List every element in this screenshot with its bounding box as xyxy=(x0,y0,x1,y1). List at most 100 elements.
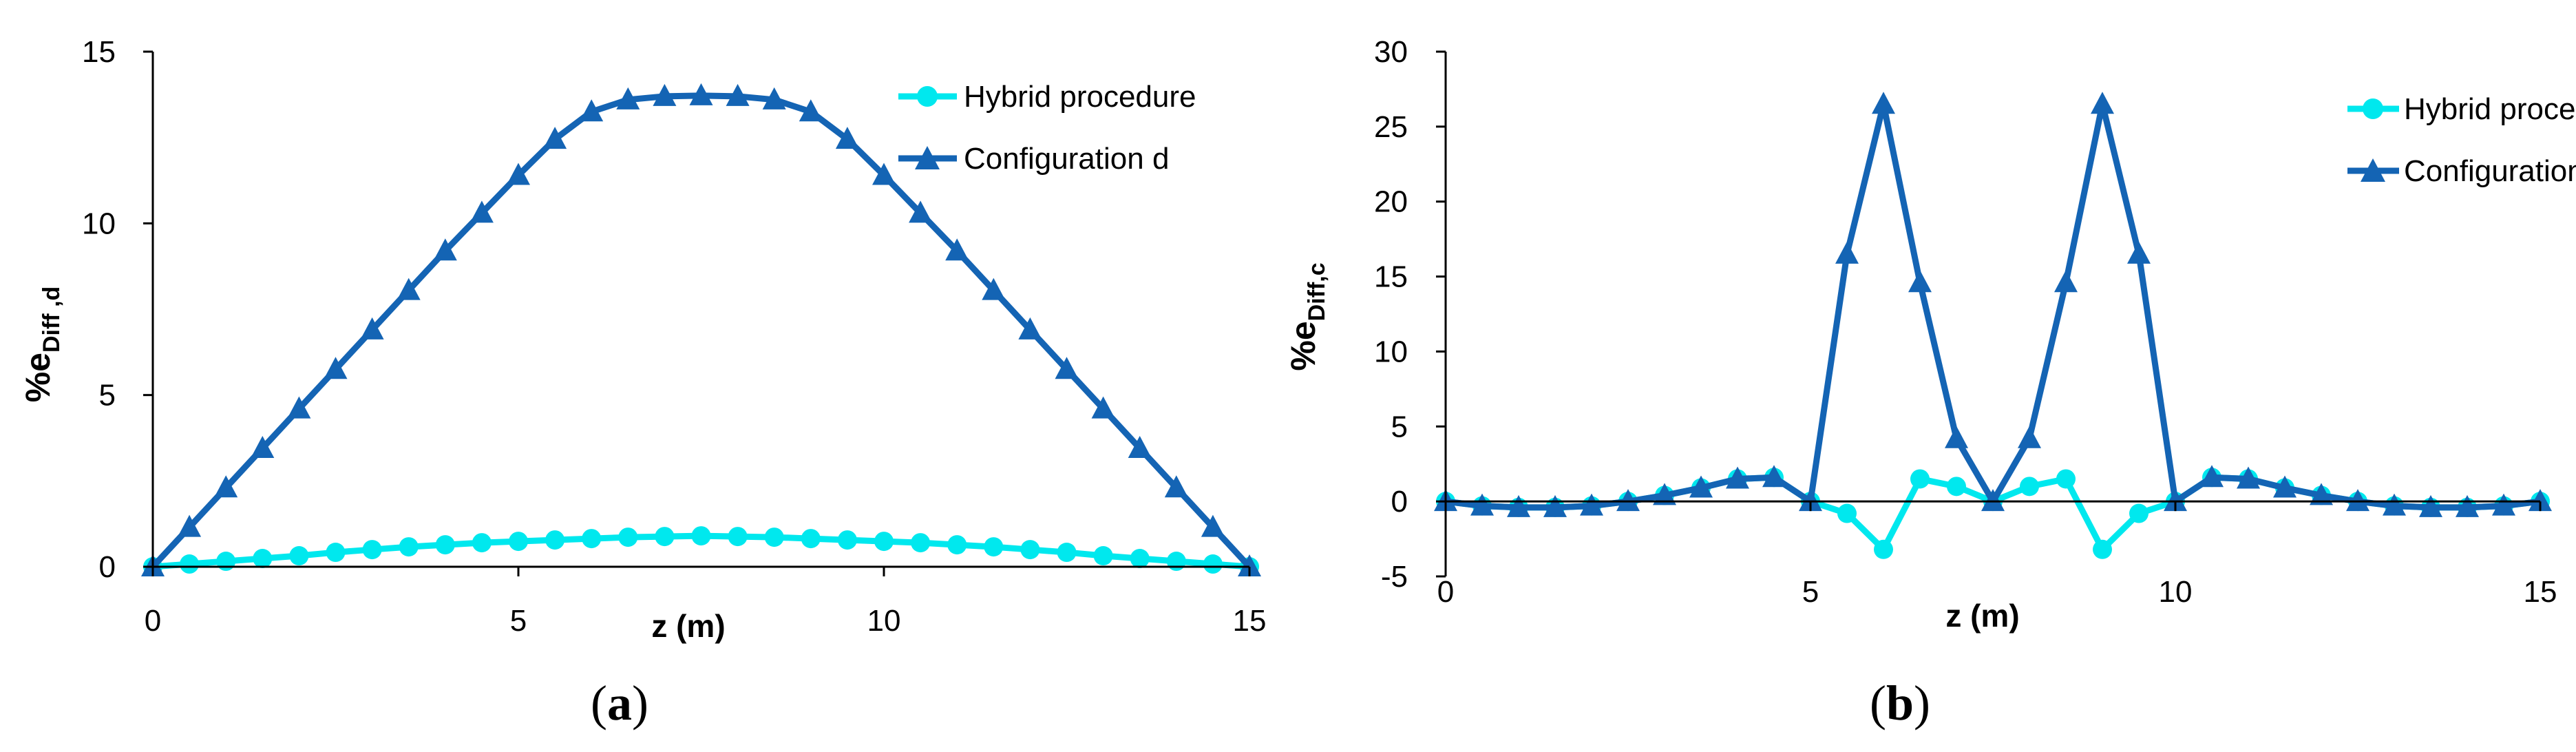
y-tick-label-b: 5 xyxy=(1391,410,1408,443)
config-point-a xyxy=(945,238,969,261)
config-point-a xyxy=(178,514,202,537)
config-point-a xyxy=(287,396,311,419)
config-point-b xyxy=(2310,483,2333,505)
x-tick-label-b: 0 xyxy=(1437,575,1454,609)
hybrid-point-a xyxy=(399,537,419,557)
config-point-b xyxy=(1543,494,1567,517)
y-tick-label-b: 25 xyxy=(1374,110,1408,144)
hybrid-point-b xyxy=(2093,539,2112,559)
hybrid-point-a xyxy=(1166,552,1186,572)
config-point-b xyxy=(2346,489,2369,512)
hybrid-point-a xyxy=(253,549,273,569)
legend-config-marker-a xyxy=(915,146,940,169)
configuration-d-series-a xyxy=(141,83,1261,576)
config-point-b xyxy=(2492,493,2515,516)
hybrid-point-b xyxy=(1947,477,1966,497)
config-point-a xyxy=(762,87,786,109)
y-tick-label-a: 0 xyxy=(99,550,116,584)
hybrid-procedure-series-a xyxy=(143,526,1259,576)
hybrid-point-a xyxy=(582,529,602,549)
legend-hybrid-marker-b xyxy=(2363,98,2383,119)
config-point-a xyxy=(543,127,567,149)
hybrid-point-a xyxy=(874,532,894,552)
hybrid-point-a xyxy=(216,552,236,572)
config-point-b xyxy=(1616,489,1640,512)
x-axis-label-a: z (m) xyxy=(651,608,725,644)
legend-a: Hybrid procedure Configuration d xyxy=(898,80,1196,176)
x-tick-label-a: 0 xyxy=(145,604,161,638)
config-point-a xyxy=(214,475,238,498)
y-tick-label-b: -5 xyxy=(1381,560,1408,594)
config-point-b xyxy=(2456,494,2479,517)
config-point-a xyxy=(872,163,896,185)
y-tick-label-a: 10 xyxy=(82,207,116,240)
config-point-b xyxy=(1908,270,1932,293)
ticks-a: 0 5 10 15 0 5 10 15 xyxy=(82,35,1266,638)
config-point-a xyxy=(982,278,1006,300)
y-tick-label-b: 10 xyxy=(1374,335,1408,368)
config-point-a xyxy=(507,163,530,185)
legend-config-label-a: Configuration d xyxy=(964,142,1169,176)
config-point-a xyxy=(1091,396,1115,419)
config-point-a xyxy=(1238,554,1261,576)
hybrid-point-a xyxy=(764,528,784,547)
config-point-a xyxy=(909,200,933,223)
legend-hybrid-label-a: Hybrid procedure xyxy=(964,80,1196,114)
config-point-b xyxy=(2164,489,2187,512)
y-tick-label-b: 20 xyxy=(1374,185,1408,219)
hybrid-point-a xyxy=(1130,549,1150,569)
config-point-a xyxy=(1128,435,1152,458)
hybrid-point-a xyxy=(655,527,675,547)
config-point-a xyxy=(1055,357,1079,379)
hybrid-point-a xyxy=(362,540,382,560)
legend-hybrid-label-b: Hybrid procedure xyxy=(2404,92,2576,126)
panel-label-a: (a) xyxy=(591,676,648,731)
x-tick-label-a: 10 xyxy=(867,604,901,638)
hybrid-point-b xyxy=(1837,503,1857,523)
config-point-a xyxy=(433,238,457,261)
config-point-b xyxy=(1580,493,1603,516)
config-point-a xyxy=(469,200,494,223)
config-point-b xyxy=(2127,241,2151,264)
config-point-a xyxy=(726,83,750,106)
config-point-b xyxy=(1470,493,1494,516)
x-tick-label-b: 5 xyxy=(1802,575,1819,609)
config-point-a xyxy=(689,83,713,105)
config-point-b xyxy=(1835,241,1859,264)
hybrid-point-a xyxy=(1203,554,1223,574)
config-point-b xyxy=(2273,475,2297,498)
y-axis-label-a: %eDiff ,d xyxy=(19,286,65,403)
config-point-a xyxy=(324,357,348,379)
config-point-a xyxy=(799,99,823,122)
hybrid-point-a xyxy=(984,537,1004,557)
hybrid-point-b xyxy=(2020,477,2039,497)
hybrid-point-a xyxy=(472,533,492,553)
configuration-d-series-b xyxy=(1434,92,2552,517)
hybrid-point-a xyxy=(545,530,565,550)
hybrid-point-a xyxy=(180,554,200,574)
hybrid-point-a xyxy=(435,535,455,555)
config-point-a xyxy=(653,83,677,106)
config-point-b xyxy=(1653,483,1676,505)
hybrid-point-a xyxy=(289,546,309,566)
chart-a: 0 5 10 15 0 5 10 15 z (m) %eDiff ,d Hybrid proc… xyxy=(19,35,1266,731)
config-point-a xyxy=(616,87,640,109)
config-point-a xyxy=(1164,475,1188,498)
x-tick-label-a: 5 xyxy=(510,604,527,638)
hybrid-point-b xyxy=(1874,539,1893,559)
config-point-b xyxy=(1945,426,1968,448)
hybrid-point-a xyxy=(911,533,931,553)
config-point-a xyxy=(397,278,421,300)
x-tick-label-b: 10 xyxy=(2159,575,2193,609)
config-point-b xyxy=(1689,475,1713,498)
config-point-b xyxy=(1507,494,1530,517)
config-point-a xyxy=(580,99,604,122)
config-point-a xyxy=(1018,317,1042,340)
config-point-b xyxy=(1762,465,1786,488)
config-point-b xyxy=(2200,465,2224,488)
config-point-b xyxy=(2018,426,2041,448)
hybrid-point-b xyxy=(2129,503,2149,523)
config-point-b xyxy=(2383,493,2406,516)
panel-label-b: (b) xyxy=(1870,676,1930,731)
hybrid-point-a xyxy=(509,532,528,552)
